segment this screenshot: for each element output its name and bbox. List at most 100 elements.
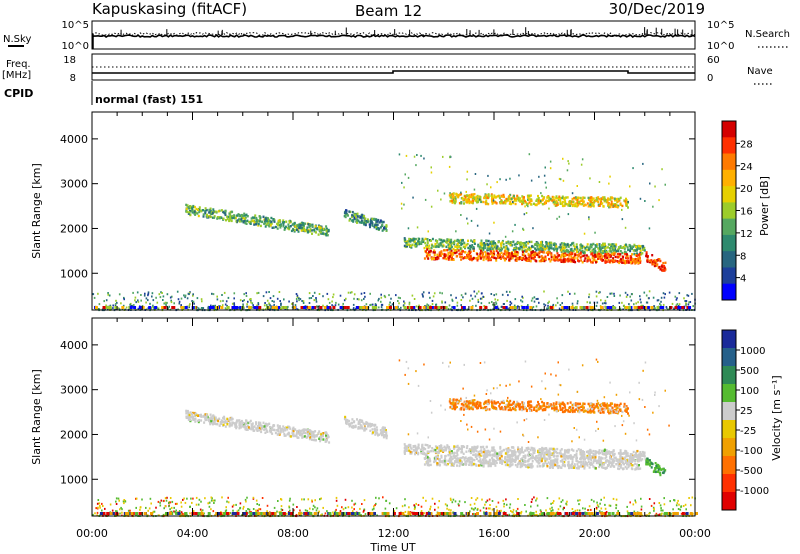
vel-echo-cell (314, 499, 316, 502)
vel-echo-cell (607, 514, 610, 517)
power-echo-cell (639, 295, 641, 298)
power-echo-cell (395, 294, 397, 297)
power-echo-cell (371, 222, 374, 225)
power-echo-cell (358, 221, 361, 224)
power-echo-cell (297, 224, 299, 228)
power-echo-cell (456, 194, 459, 197)
vel-echo-cell (259, 508, 262, 511)
power-echo-cell (382, 220, 385, 224)
power-echo-cell (389, 301, 391, 304)
power-echo-cell (160, 291, 162, 294)
power-echo-cell (443, 192, 446, 195)
power-echo-cell (246, 305, 248, 308)
vel-echo-cell (281, 509, 284, 511)
power-echo-cell (583, 254, 586, 257)
power-echo-cell (487, 194, 490, 197)
power-echo-cell (534, 253, 537, 256)
power-echo-cell (660, 296, 663, 299)
power-echo-cell (604, 246, 607, 249)
power-echo-cell (342, 302, 344, 305)
vel-echo-cell (626, 510, 629, 513)
power-echo-cell (471, 297, 474, 300)
power-echo-cell (592, 205, 595, 208)
power-echo-cell (603, 243, 606, 246)
power-echo-cell (612, 243, 615, 246)
vel-echo-cell (299, 509, 301, 512)
vel-echo-cell (657, 514, 660, 517)
vel-echo-cell (192, 497, 194, 500)
power-echo-cell (511, 257, 514, 260)
power-echo-cell (592, 259, 595, 262)
vel-echo-cell (670, 512, 672, 515)
power-echo-cell (667, 308, 669, 311)
vel-echo-cell (598, 510, 601, 513)
power-echo-cell (322, 304, 324, 307)
power-echo-cell (470, 239, 473, 242)
vel-echo-cell (444, 503, 447, 506)
power-echo-cell (239, 306, 243, 309)
vel-echo-cell (129, 509, 131, 512)
power-echo-cell (310, 229, 313, 232)
power-echo-cell (295, 293, 298, 295)
vel-echo-cell (633, 512, 637, 515)
vel-echo-cell (200, 512, 204, 515)
vel-echo-cell (124, 514, 126, 517)
vel-echo-cell (646, 514, 648, 517)
power-echo-cell (523, 199, 526, 203)
vel-echo-cell (189, 505, 191, 508)
power-echo-cell (627, 257, 630, 260)
power-echo-cell (570, 255, 573, 258)
vel-echo-cell (600, 498, 602, 501)
vel-echo-cell (284, 429, 287, 432)
power-echo-cell (422, 294, 424, 297)
vel-echo-cell (357, 512, 361, 515)
power-echo-cell (353, 213, 356, 217)
vel-echo-cell (119, 508, 121, 511)
power-echo-cell (492, 256, 495, 259)
power-echo-cell (351, 215, 354, 219)
power-echo-cell (264, 302, 266, 304)
power-echo-cell (534, 247, 537, 250)
vel-echo-cell (279, 512, 282, 515)
power-echo-cell (529, 203, 532, 206)
power-echo-cell (582, 200, 585, 204)
power-echo-cell (315, 297, 317, 299)
vel-echo-cell (551, 512, 555, 515)
power-echo-cell (600, 306, 603, 309)
vel-echo-cell (320, 497, 322, 500)
power-echo-cell (580, 259, 583, 262)
power-echo-cell (313, 299, 316, 302)
power-echo-cell (514, 202, 517, 206)
power-echo-cell (602, 258, 604, 262)
vel-echo-cell (228, 421, 231, 424)
vel-echo-cell (139, 506, 142, 509)
power-echo-cell (561, 202, 564, 205)
power-echo-cell (530, 198, 533, 201)
power-echo-cell (223, 291, 226, 294)
vel-echo-cell (639, 512, 643, 515)
power-echo-cell (583, 245, 586, 249)
vel-echo-cell (214, 514, 216, 517)
power-echo-cell (477, 198, 480, 202)
power-echo-cell (188, 211, 191, 214)
power-echo-cell (604, 258, 607, 261)
power-echo-cell (599, 257, 602, 260)
power-echo-cell (562, 308, 565, 311)
power-echo-cell (235, 306, 239, 309)
power-echo-cell (516, 194, 519, 198)
power-echo-cell (455, 230, 457, 233)
power-echo-cell (114, 303, 117, 306)
power-echo-cell (662, 265, 664, 268)
power-echo-cell (612, 203, 614, 206)
power-echo-cell (370, 303, 372, 306)
vel-echo-cell (269, 428, 272, 432)
power-echo-cell (383, 227, 385, 230)
power-echo-cell (311, 232, 313, 235)
power-echo-cell (572, 244, 575, 247)
power-echo-cell (528, 257, 530, 260)
power-echo-cell (121, 306, 125, 309)
power-echo-cell (380, 300, 382, 303)
power-colorbar-tick-label: 20 (740, 184, 753, 195)
power-echo-cell (405, 154, 408, 157)
vel-echo-cell (545, 509, 547, 512)
